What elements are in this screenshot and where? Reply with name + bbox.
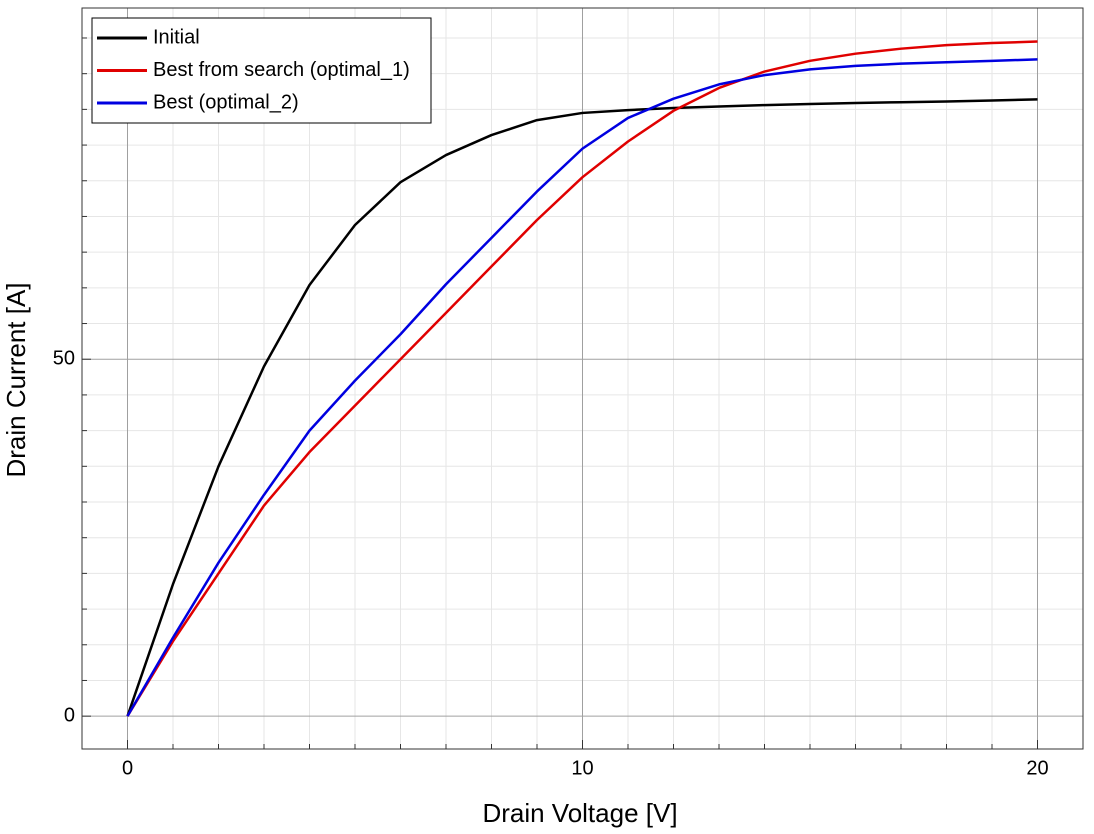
x-tick-label: 10 — [571, 757, 593, 779]
legend-label: Initial — [153, 26, 200, 48]
plot-frame — [81, 7, 1084, 750]
x-tick-label: 0 — [122, 757, 133, 779]
y-tick-label: 0 — [64, 704, 75, 726]
legend-label: Best (optimal_2) — [153, 91, 299, 113]
y-tick-label: 50 — [53, 348, 75, 370]
x-axis-title: Drain Voltage [V] — [482, 798, 677, 828]
series-line — [126, 58, 1038, 717]
legend-box — [91, 17, 432, 124]
series-line — [126, 98, 1038, 717]
legend-label: Best from search (optimal_1) — [153, 59, 410, 81]
y-axis-title: Drain Current [A] — [1, 282, 31, 477]
series-line — [126, 40, 1038, 717]
x-tick-label: 20 — [1026, 757, 1048, 779]
